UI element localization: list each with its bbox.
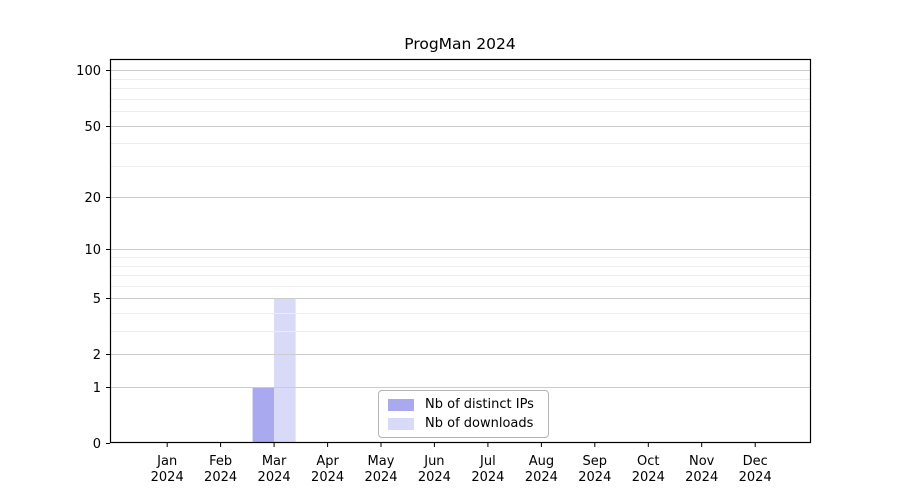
legend-label-series1: Nb of downloads xyxy=(425,416,534,431)
legend-label-series0: Nb of distinct IPs xyxy=(425,397,534,412)
x-tick-label-year: 2024 xyxy=(739,470,772,485)
x-tick-label-month: Dec xyxy=(743,454,768,469)
y-tick-label: 0 xyxy=(93,437,101,452)
x-tick-label-month: Oct xyxy=(637,454,659,469)
y-tick-label: 5 xyxy=(93,292,101,307)
y-tick-label: 10 xyxy=(84,243,101,258)
bar-mar-series1 xyxy=(274,298,296,443)
x-tick-label-year: 2024 xyxy=(578,470,611,485)
y-tick-label: 2 xyxy=(93,348,101,363)
x-tick-label-month: Sep xyxy=(583,454,608,469)
x-tick-label-month: Nov xyxy=(689,454,715,469)
chart-title: ProgMan 2024 xyxy=(404,35,516,53)
x-tick-label-year: 2024 xyxy=(525,470,558,485)
y-tick-label: 1 xyxy=(93,381,101,396)
x-tick-label-month: Jun xyxy=(423,454,444,469)
x-tick-label-month: Aug xyxy=(529,454,554,469)
x-tick-label-year: 2024 xyxy=(258,470,291,485)
x-tick-label-year: 2024 xyxy=(204,470,237,485)
legend-swatch-series1 xyxy=(388,417,414,430)
x-tick-label-year: 2024 xyxy=(685,470,718,485)
x-tick-label-month: Apr xyxy=(316,454,339,469)
x-tick-label-year: 2024 xyxy=(471,470,504,485)
y-tick-label: 100 xyxy=(76,64,101,79)
x-tick-label-month: Jul xyxy=(479,454,496,469)
bar-mar-series0 xyxy=(252,387,275,443)
x-tick-label-month: Feb xyxy=(209,454,232,469)
legend-item: Nb of downloads xyxy=(388,416,534,431)
legend-item: Nb of distinct IPs xyxy=(388,397,534,412)
y-tick-label: 50 xyxy=(84,120,101,135)
x-tick-label-month: Jan xyxy=(156,454,177,469)
legend: Nb of distinct IPs Nb of downloads xyxy=(378,390,549,438)
x-tick-label-year: 2024 xyxy=(311,470,344,485)
plot-border xyxy=(109,58,812,444)
y-tick-label: 20 xyxy=(84,191,101,206)
legend-swatch-series0 xyxy=(388,398,414,411)
x-tick-label-year: 2024 xyxy=(418,470,451,485)
x-tick-label-year: 2024 xyxy=(632,470,665,485)
x-tick-label-year: 2024 xyxy=(151,470,184,485)
x-tick-label-year: 2024 xyxy=(364,470,397,485)
x-tick-label-month: Mar xyxy=(262,454,287,469)
x-tick-label-month: May xyxy=(368,454,395,469)
